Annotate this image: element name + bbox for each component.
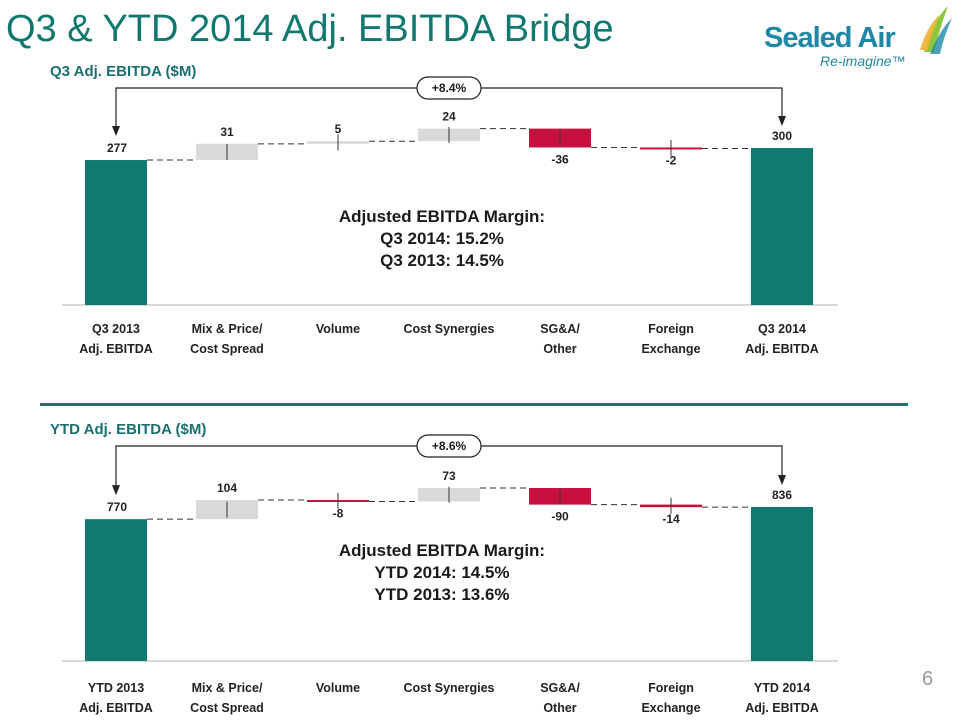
page-number: 6	[922, 668, 934, 690]
category-label-0: Adj. EBITDA	[79, 701, 153, 715]
category-label-3: Cost Synergies	[403, 322, 494, 336]
chart-ytd-waterfall: 770 YTD 2013 Adj. EBITDA 104 Mix & Price/Cos…	[62, 434, 838, 715]
category-label-5: Foreign	[648, 681, 694, 695]
value-label-4: -90	[551, 510, 569, 524]
growth-pill	[416, 76, 482, 100]
category-label-0: Q3 2013	[92, 322, 140, 336]
category-label-4: SG&A/	[540, 681, 580, 695]
logo-wordmark: Sealed Air	[764, 22, 896, 54]
bar-0	[85, 160, 147, 305]
value-label-6: 836	[772, 488, 792, 502]
category-label-4: SG&A/	[540, 322, 580, 336]
category-label-1: Cost Spread	[190, 701, 264, 715]
category-label-1: Mix & Price/	[192, 322, 263, 336]
value-label-0: 770	[107, 500, 127, 514]
value-label-2: 5	[335, 122, 342, 136]
margin-annotation-line-2: Q3 2013: 14.5%	[380, 251, 504, 270]
category-label-4: Other	[543, 701, 576, 715]
category-label-1: Cost Spread	[190, 342, 264, 356]
value-label-3: 73	[442, 469, 456, 483]
value-label-1: 31	[220, 125, 234, 139]
growth-arrow: +8.6%	[112, 434, 786, 496]
category-label-2: Volume	[316, 322, 360, 336]
category-label-6: Adj. EBITDA	[745, 342, 819, 356]
growth-value: +8.6%	[432, 439, 467, 453]
value-label-5: -14	[662, 512, 680, 526]
logo-sail-icon	[920, 6, 952, 54]
growth-arrow: +8.4%	[112, 76, 786, 137]
category-label-5: Exchange	[641, 342, 700, 356]
value-label-4: -36	[551, 152, 569, 166]
slide-title: Q3 & YTD 2014 Adj. EBITDA Bridge	[6, 8, 614, 50]
margin-annotation-line-0: Adjusted EBITDA Margin:	[339, 541, 545, 560]
category-label-6: Q3 2014	[758, 322, 806, 336]
value-label-3: 24	[442, 110, 456, 124]
chart-q3-label: Q3 Adj. EBITDA ($M)	[50, 63, 197, 80]
bar-0	[85, 519, 147, 661]
value-label-2: -8	[333, 506, 344, 520]
category-label-0: YTD 2013	[88, 681, 144, 695]
value-label-0: 277	[107, 141, 127, 155]
category-label-4: Other	[543, 342, 576, 356]
chart-q3-waterfall: 277 Q3 2013 Adj. EBITDA 31 Mix & Price/Cost …	[62, 76, 838, 356]
margin-annotation-line-0: Adjusted EBITDA Margin:	[339, 207, 545, 226]
category-label-6: Adj. EBITDA	[745, 701, 819, 715]
bar-6	[751, 507, 813, 661]
category-label-1: Mix & Price/	[192, 681, 263, 695]
value-label-5: -2	[666, 154, 677, 168]
margin-annotation-line-2: YTD 2013: 13.6%	[374, 585, 509, 604]
category-label-3: Cost Synergies	[403, 681, 494, 695]
bar-6	[751, 148, 813, 305]
section-divider	[40, 403, 908, 406]
margin-annotation-line-1: Q3 2014: 15.2%	[380, 229, 504, 248]
category-label-5: Exchange	[641, 701, 700, 715]
value-label-6: 300	[772, 129, 792, 143]
category-label-5: Foreign	[648, 322, 694, 336]
category-label-6: YTD 2014	[754, 681, 810, 695]
category-label-2: Volume	[316, 681, 360, 695]
logo-tagline: Re-imagine™	[820, 53, 906, 69]
chart-ytd-label: YTD Adj. EBITDA ($M)	[50, 421, 207, 438]
category-label-0: Adj. EBITDA	[79, 342, 153, 356]
growth-value: +8.4%	[432, 81, 467, 95]
growth-pill	[416, 434, 482, 458]
value-label-1: 104	[217, 481, 237, 495]
margin-annotation-line-1: YTD 2014: 14.5%	[374, 563, 509, 582]
company-logo: Sealed Air Re-imagine™	[760, 4, 956, 74]
